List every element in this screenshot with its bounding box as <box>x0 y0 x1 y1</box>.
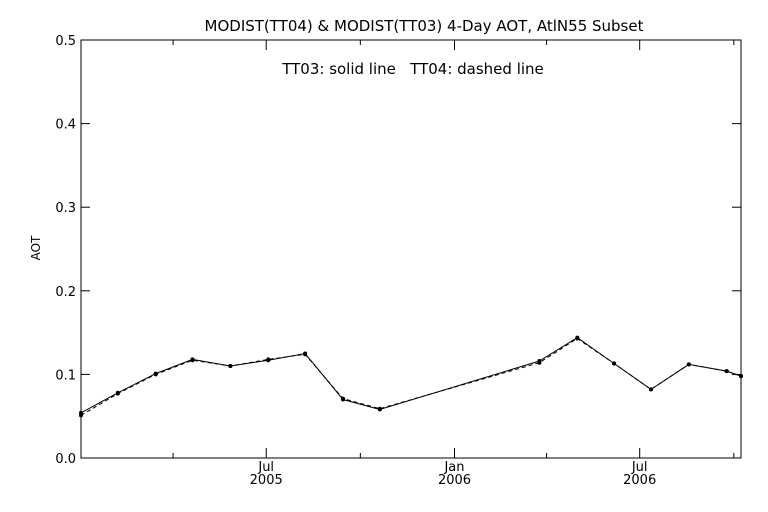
data-point-tt04 <box>153 372 158 377</box>
data-point-tt04 <box>649 387 653 392</box>
y-axis-label: AOT <box>29 235 43 260</box>
data-point-tt04 <box>575 336 580 341</box>
x-tick-label-year: 2005 <box>250 473 283 488</box>
plot-frame <box>80 39 742 459</box>
y-tick-label: 0.4 <box>55 118 76 133</box>
x-tick-label-year: 2006 <box>623 473 656 488</box>
x-tick-label-year: 2006 <box>438 473 471 488</box>
series-group <box>79 335 743 418</box>
series-line-tt04 <box>80 337 742 416</box>
line-style-note: TT03: solid line TT04: dashed line <box>281 60 544 78</box>
data-point-tt04 <box>686 362 691 367</box>
data-point-tt04 <box>739 374 743 379</box>
data-point-tt04 <box>303 352 308 357</box>
data-point-tt04 <box>377 406 382 411</box>
x-tick-label-month: Jul <box>257 460 274 475</box>
data-point-tt04 <box>115 391 120 396</box>
series-line-tt03 <box>80 337 742 414</box>
data-point-tt04 <box>79 413 83 418</box>
data-point-tt04 <box>190 358 195 363</box>
data-point-tt04 <box>537 360 542 365</box>
y-tick-label: 0.2 <box>55 285 76 300</box>
x-tick-label-month: Jul <box>631 460 648 475</box>
y-tick-label: 0.3 <box>55 201 76 216</box>
data-point-tt04 <box>228 364 233 368</box>
data-point-tt04 <box>266 357 271 362</box>
chart-title: MODIST(TT04) & MODIST(TT03) 4-Day AOT, A… <box>205 17 644 35</box>
y-tick-label: 0.5 <box>55 34 76 49</box>
data-point-tt04 <box>724 369 729 374</box>
x-tick-label-month: Jan <box>443 460 464 475</box>
y-tick-label: 0.1 <box>55 368 76 383</box>
data-point-tt04 <box>612 361 617 366</box>
y-tick-label: 0.0 <box>55 452 76 467</box>
data-point-tt04 <box>341 396 345 401</box>
